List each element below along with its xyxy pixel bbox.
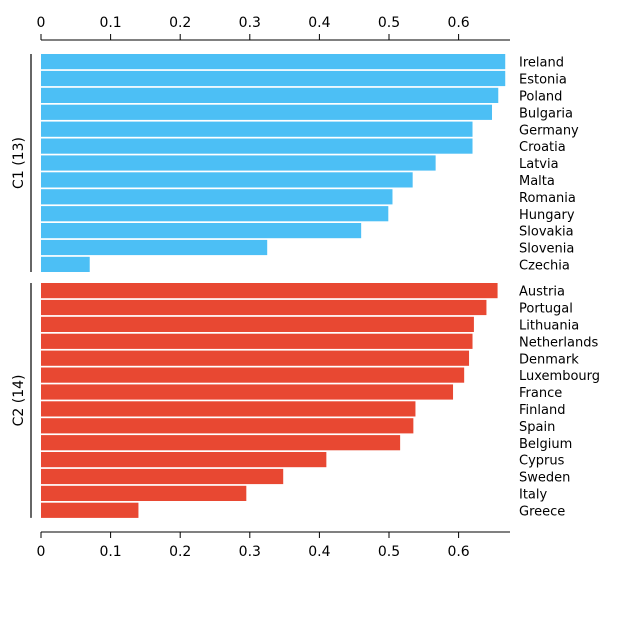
top-axis-tick-label: 0.3: [239, 15, 261, 31]
bar: [41, 502, 139, 518]
category-label: Greece: [519, 504, 565, 519]
top-axis-tick-label: 0.5: [378, 15, 400, 31]
bottom-axis-tick-label: 0.6: [447, 544, 469, 560]
category-label: Spain: [519, 420, 555, 435]
bar-group-2: C2 (14) Austria Portugal LithuaniaNetherlan…: [11, 283, 600, 519]
category-label: France: [519, 386, 562, 401]
bar: [41, 239, 268, 256]
bar: [41, 468, 284, 485]
category-label: Hungary: [519, 208, 575, 223]
category-label: Ireland: [519, 56, 564, 71]
category-label: Romania: [519, 191, 576, 206]
bar: [41, 452, 327, 468]
category-label: Austria: [519, 285, 565, 300]
bar: [41, 138, 473, 154]
category-label: Italy: [519, 488, 548, 503]
bar: [41, 256, 90, 272]
category-label: Croatia: [519, 140, 566, 155]
top-axis-tick-label: 0.2: [169, 15, 191, 31]
bar: [41, 54, 506, 70]
bar: [41, 485, 247, 501]
category-label: Czechia: [519, 259, 570, 274]
bar: [41, 367, 465, 383]
top-axis-tick-label: 0.6: [447, 15, 469, 31]
category-label: Portugal: [519, 302, 573, 317]
category-label: Latvia: [519, 157, 559, 172]
bar: [41, 333, 473, 349]
bar: [41, 418, 414, 434]
category-label: Belgium: [519, 437, 572, 452]
category-label: Sweden: [519, 471, 570, 486]
category-label: Slovakia: [519, 225, 574, 240]
bar: [41, 155, 436, 171]
bar: [41, 223, 362, 239]
bar: [41, 87, 499, 103]
group-label: C2 (14): [11, 375, 27, 427]
category-label: Slovenia: [519, 242, 574, 257]
bar: [41, 401, 416, 417]
bar: [41, 172, 413, 188]
category-label: Luxembourg: [519, 369, 600, 384]
category-label: Malta: [519, 174, 555, 189]
top-axis-tick-label: 0.4: [308, 15, 330, 31]
bottom-axis-tick-label: 0.3: [239, 544, 261, 560]
category-label: Cyprus: [519, 454, 565, 469]
group-label: C1 (13): [11, 137, 27, 189]
top-axis-tick-label: 0.1: [99, 15, 121, 31]
category-label: Finland: [519, 403, 565, 418]
category-label: Denmark: [519, 352, 579, 367]
category-label: Estonia: [519, 73, 567, 88]
bar: [41, 121, 473, 137]
bottom-axis-tick-label: 0.1: [99, 544, 121, 560]
bottom-axis: 0 0.1 0.2 0.3 0.4 0.5 0.6: [37, 531, 510, 560]
bar: [41, 70, 506, 87]
category-label: Poland: [519, 90, 562, 105]
bar: [41, 316, 474, 332]
category-label: Lithuania: [519, 319, 579, 334]
bar: [41, 299, 487, 316]
bottom-axis-tick-label: 0.4: [308, 544, 330, 560]
bottom-axis-tick-label: 0: [37, 544, 46, 560]
bar: [41, 384, 454, 400]
category-label: Netherlands: [519, 335, 598, 350]
bar: [41, 104, 493, 120]
bottom-axis-tick-label: 0.2: [169, 544, 191, 560]
bar: [41, 206, 389, 222]
top-axis-tick-label: 0: [37, 15, 46, 31]
bar: [41, 350, 470, 366]
top-axis: 0 0.1 0.2 0.3 0.4 0.5 0.6: [37, 15, 510, 41]
bar: [41, 189, 393, 205]
category-label: Germany: [519, 123, 579, 138]
bar: [41, 435, 401, 451]
bottom-axis-tick-label: 0.5: [378, 544, 400, 560]
bar: [41, 283, 498, 299]
category-label: Bulgaria: [519, 106, 573, 121]
